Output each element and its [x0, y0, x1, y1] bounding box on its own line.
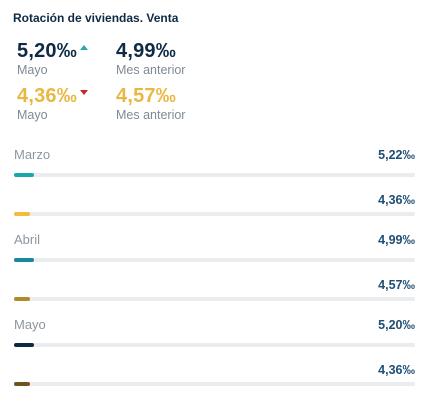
- progress-fill: [14, 212, 31, 216]
- kpi-previous-navy: 4,99‰ Mes anterior: [116, 40, 185, 77]
- month-label-abril: Abril: [14, 232, 41, 247]
- trend-up-icon: [79, 45, 88, 51]
- value-label: 4,57‰: [378, 278, 415, 292]
- progress-track: [14, 212, 415, 216]
- value-label: 4,99‰: [378, 233, 415, 247]
- kpi-previous-navy-label: Mes anterior: [116, 63, 186, 77]
- kpi-previous-gold-value: 4,57‰: [116, 85, 176, 107]
- month-label-marzo: Marzo: [14, 147, 51, 162]
- trend-down-icon: [79, 90, 88, 96]
- month-label-mayo: Mayo: [14, 317, 46, 332]
- progress-track: [14, 297, 415, 301]
- kpi-current-navy: 5,20‰ Mayo: [17, 40, 88, 77]
- value-label: 4,36‰: [378, 363, 415, 377]
- kpi-current-navy-label: Mayo: [17, 63, 48, 77]
- kpi-current-navy-value: 5,20‰: [17, 40, 77, 62]
- kpi-previous-navy-value: 4,99‰: [116, 40, 176, 62]
- value-label: 4,36‰: [378, 193, 415, 207]
- value-label: 5,20‰: [378, 318, 415, 332]
- value-label: 5,22‰: [378, 148, 415, 162]
- progress-track: [14, 173, 415, 177]
- progress-track: [14, 382, 415, 386]
- kpi-current-gold-value: 4,36‰: [17, 85, 77, 107]
- widget-title: Rotación de viviendas. Venta: [13, 11, 179, 25]
- kpi-current-gold-label: Mayo: [17, 108, 48, 122]
- progress-fill: [14, 173, 35, 177]
- progress-fill: [14, 297, 31, 301]
- kpi-current-gold: 4,36‰ Mayo: [17, 85, 88, 122]
- progress-fill: [14, 382, 31, 386]
- progress-fill: [14, 258, 35, 262]
- progress-track: [14, 343, 415, 347]
- kpi-previous-gold-label: Mes anterior: [116, 108, 186, 122]
- progress-track: [14, 258, 415, 262]
- progress-fill: [14, 343, 35, 347]
- kpi-previous-gold: 4,57‰ Mes anterior: [116, 85, 185, 122]
